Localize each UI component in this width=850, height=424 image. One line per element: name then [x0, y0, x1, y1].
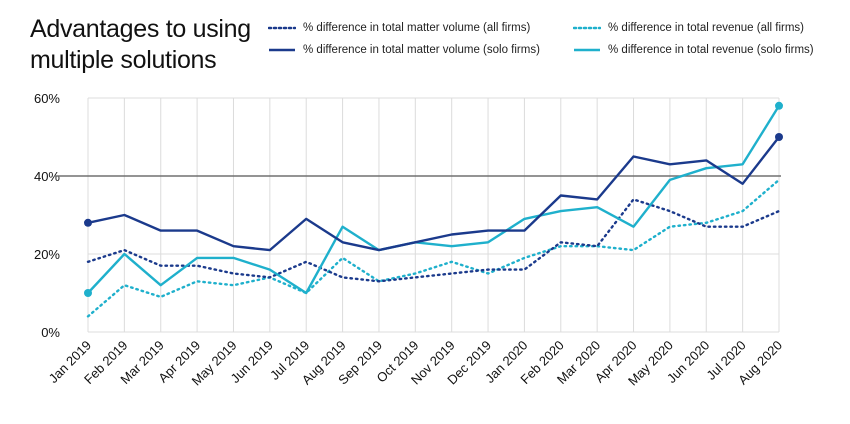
- legend-item-revenue-all: % difference in total revenue (all firms…: [573, 22, 804, 34]
- legend-label-revenue-solo: % difference in total revenue (solo firm…: [608, 44, 814, 56]
- legend-item-matter-solo: % difference in total matter volume (sol…: [268, 44, 540, 56]
- series-marker-3: [84, 289, 92, 297]
- legend-item-revenue-solo: % difference in total revenue (solo firm…: [573, 44, 814, 56]
- chart-title-line-1: Advantages to using: [30, 15, 251, 43]
- legend-swatch-revenue-solo: [574, 48, 600, 52]
- y-tick-label: 0%: [41, 325, 60, 340]
- series-line-1: [86, 135, 781, 252]
- y-tick-label: 60%: [34, 91, 60, 106]
- series-marker-3: [775, 101, 783, 110]
- y-tick-label: 20%: [34, 247, 60, 262]
- legend-swatch-matter-solo: [269, 48, 295, 52]
- series-marker-1: [84, 218, 92, 227]
- legend-label-matter-solo: % difference in total matter volume (sol…: [303, 44, 540, 56]
- series-marker-1: [775, 133, 783, 141]
- legend-label-matter-all: % difference in total matter volume (all…: [303, 22, 531, 34]
- series-line-3: [86, 104, 781, 295]
- legend-item-matter-all: % difference in total matter volume (all…: [268, 22, 530, 34]
- legend-label-revenue-all: % difference in total revenue (all firms…: [608, 22, 805, 34]
- legend-swatch-matter-all: [268, 26, 296, 30]
- series-line-2: [86, 178, 781, 318]
- series-line-0: [86, 198, 781, 283]
- chart-title: Advantages to using multiple solutions: [30, 14, 251, 76]
- legend-swatch-revenue-all: [573, 26, 601, 30]
- chart-title-line-2: multiple solutions: [30, 46, 217, 74]
- y-tick-label: 40%: [34, 169, 60, 184]
